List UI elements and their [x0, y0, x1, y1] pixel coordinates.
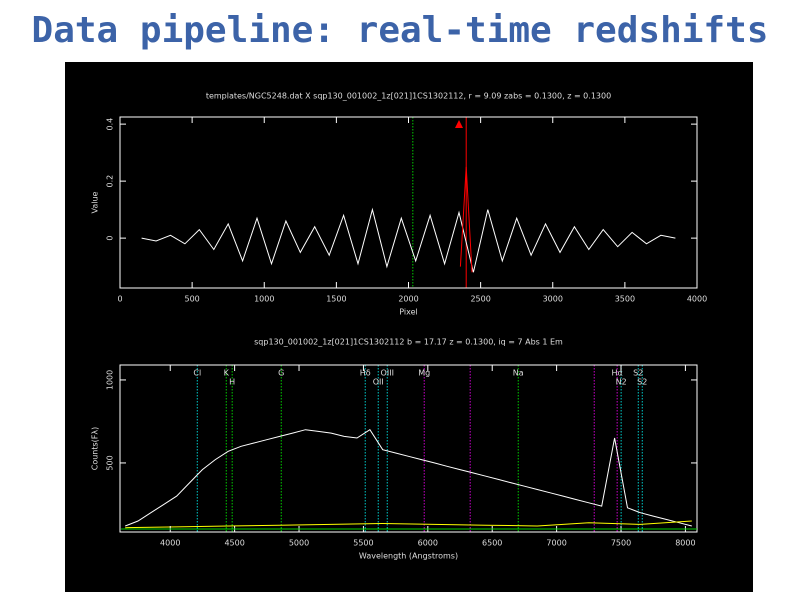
slide-title: Data pipeline: real-time redshifts — [31, 10, 769, 51]
x-tick-label: 0 — [117, 295, 122, 304]
data-line — [141, 207, 676, 273]
marker-label: Cl — [193, 369, 201, 378]
marker-label: K — [224, 369, 230, 378]
marker-label: H — [229, 378, 235, 387]
x-tick-label: 500 — [184, 295, 199, 304]
plot-frame — [119, 364, 698, 533]
data-line — [459, 166, 473, 273]
y-tick-label: 500 — [106, 455, 115, 470]
plot-title: templates/NGC5248.dat X sqp130_001002_1z… — [206, 92, 611, 101]
x-tick-label: 5000 — [289, 539, 309, 548]
panel-background — [65, 62, 753, 592]
marker-label: Mg — [418, 369, 430, 378]
x-tick-label: 1000 — [254, 295, 274, 304]
x-tick-label: 3000 — [543, 295, 563, 304]
marker-label: S2 — [633, 369, 643, 378]
x-tick-label: 7500 — [611, 539, 631, 548]
marker-label: Na — [513, 369, 524, 378]
data-line — [125, 520, 692, 529]
x-tick-label: 6000 — [418, 539, 438, 548]
x-tick-label: 4500 — [224, 539, 244, 548]
plot-panel: templates/NGC5248.dat X sqp130_001002_1z… — [65, 62, 753, 592]
x-axis-label: Pixel — [399, 308, 418, 317]
y-tick-label: 0.2 — [106, 175, 115, 188]
x-tick-label: 4000 — [160, 539, 180, 548]
y-tick-label: 0 — [106, 236, 115, 241]
x-tick-label: 6500 — [482, 539, 502, 548]
x-tick-label: 1500 — [326, 295, 346, 304]
x-tick-label: 7000 — [546, 539, 566, 548]
marker-label: G — [278, 369, 284, 378]
plot-title: sqp130_001002_1z[021]1CS1302112 b = 17.1… — [254, 338, 563, 347]
x-tick-label: 3500 — [615, 295, 635, 304]
x-tick-label: 5500 — [353, 539, 373, 548]
marker-label: N2 — [616, 378, 627, 387]
marker-label: S2 — [637, 378, 647, 387]
x-tick-label: 2000 — [398, 295, 418, 304]
data-line — [125, 429, 692, 527]
x-axis-label: Wavelength (Angstroms) — [359, 552, 458, 561]
marker-label: OIII — [381, 369, 394, 378]
x-tick-label: 2500 — [470, 295, 490, 304]
peak-arrow — [455, 120, 463, 128]
y-tick-label: 0.4 — [106, 118, 115, 131]
marker-label: Hα — [611, 369, 622, 378]
x-tick-label: 8000 — [675, 539, 695, 548]
marker-label: OII — [373, 378, 384, 387]
x-tick-label: 4000 — [687, 295, 707, 304]
marker-label: Hδ — [360, 369, 371, 378]
y-axis-label: Value — [91, 191, 100, 213]
y-axis-label: Counts(Fλ) — [91, 427, 100, 471]
y-tick-label: 1000 — [106, 370, 115, 390]
